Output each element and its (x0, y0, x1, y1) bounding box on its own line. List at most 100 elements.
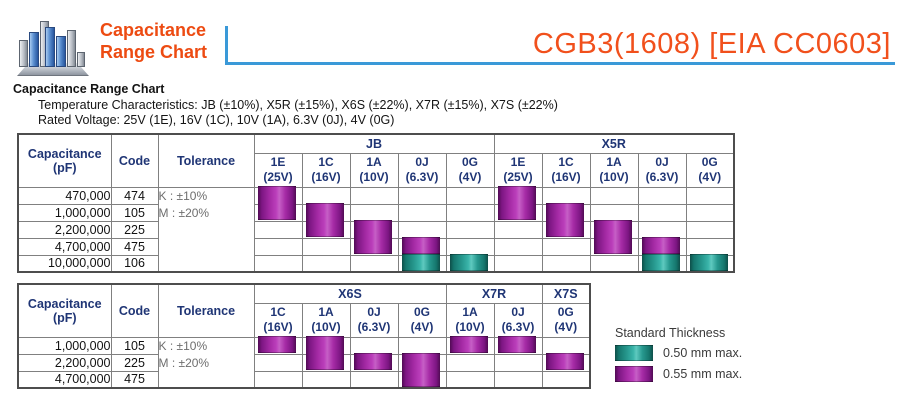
capacitance-value: 1,000,000 (17, 203, 112, 222)
silver-logo-bar (67, 30, 76, 67)
temp-char-group-x7s: X7S (541, 283, 591, 304)
bar-cell (301, 370, 351, 389)
bar-cell (541, 186, 591, 205)
tolerance-line: K : ±10% (158, 338, 208, 353)
capacitance-value: 10,000,000 (17, 254, 112, 273)
bar-cell (637, 186, 687, 205)
bar-cell (301, 186, 351, 205)
tolerance-values: K : ±10% M : ±20% (157, 336, 255, 389)
tolerance-header: Tolerance (157, 283, 255, 338)
capacitance-value: 4,700,000 (17, 370, 112, 389)
bar-cell (253, 336, 303, 355)
bar-cell (685, 186, 735, 205)
capacitance-range-table: Capacitance (pF) Code Tolerance X6S X7R X7S 1C(… (17, 283, 591, 389)
bar-cell (493, 220, 543, 239)
voltage-header-1c: 1C (16V) (253, 302, 303, 338)
bar-cell (493, 336, 543, 355)
voltage-header-1a: 1A (10V) (349, 152, 399, 188)
bar-cell (253, 186, 303, 205)
bar-cell (493, 254, 543, 273)
voltage-header-1a: 1A (10V) (301, 302, 351, 338)
tolerance-header: Tolerance (157, 133, 255, 188)
bar-cell (253, 220, 303, 239)
bar-cell (349, 237, 399, 256)
tolerance-values: K : ±10% M : ±20% (157, 186, 255, 273)
bar-cell (349, 203, 399, 222)
logo-title: Capacitance Range Chart (100, 19, 207, 63)
bar-cell (301, 203, 351, 222)
bar-cell (541, 353, 591, 372)
code-value: 105 (110, 336, 159, 355)
bar-cell (397, 254, 447, 273)
bar-cell (445, 237, 495, 256)
bar-chart-logo-icon (16, 8, 94, 76)
table-row: 1,000,000 105 (17, 203, 735, 222)
tolerance-line: K : ±10% (158, 188, 208, 203)
code-value: 474 (110, 186, 159, 205)
legend-title: Standard Thickness (615, 326, 726, 340)
table-row: 4,700,000 475 (17, 237, 735, 256)
bar-cell (397, 203, 447, 222)
blue-logo-bar (56, 36, 66, 67)
voltage-header-1e: 1E (25V) (493, 152, 543, 188)
range-table-1: Capacitance (pF) Code Tolerance JB X5R 1E (25V)… (17, 133, 735, 273)
bar-cell (541, 370, 591, 389)
bar-cell (637, 254, 687, 273)
silver-logo-bar (19, 40, 28, 67)
logo-title-line2: Range Chart (100, 42, 208, 62)
bar-cell (541, 254, 591, 273)
capacitance-value: 2,200,000 (17, 220, 112, 239)
bar-cell (349, 220, 399, 239)
table-row: 4,700,000 475 (17, 370, 591, 389)
logo-title-line1: Capacitance (100, 20, 207, 40)
standard-thickness-legend: Standard Thickness 0.50 mm max. 0.55 mm … (615, 326, 742, 382)
tolerance-line: M : ±20% (158, 205, 210, 220)
bar-cell (397, 370, 447, 389)
bar-cell (445, 370, 495, 389)
bar-cell (685, 237, 735, 256)
bar-cell (253, 203, 303, 222)
bar-cell (541, 220, 591, 239)
bar-cell (301, 220, 351, 239)
capacitance-range-table: Capacitance (pF) Code Tolerance JB X5R 1E (25V)… (17, 133, 735, 273)
capacitance-header: Capacitance (pF) (17, 283, 112, 338)
voltage-header-1a: 1A (10V) (445, 302, 495, 338)
voltage-header-0j: 0J (6.3V) (637, 152, 687, 188)
temperature-characteristics-line: Temperature Characteristics: JB (±10%), … (38, 97, 558, 112)
legend-item-050: 0.50 mm max. (615, 345, 742, 361)
voltage-header-0j: 0J (6.3V) (397, 152, 447, 188)
bar-cell (445, 203, 495, 222)
voltage-header-1e: 1E (25V) (253, 152, 303, 188)
bar-cell (397, 353, 447, 372)
bar-cell (301, 254, 351, 273)
bar-cell (541, 203, 591, 222)
bar-cell (541, 336, 591, 355)
capacitance-value: 470,000 (17, 186, 112, 205)
temp-char-group-jb: JB (253, 133, 495, 154)
intro-block: Capacitance Range Chart Temperature Char… (13, 82, 558, 129)
purple-thickness-swatch (615, 366, 653, 382)
bar-cell (493, 370, 543, 389)
legend-label-050: 0.50 mm max. (663, 346, 743, 360)
bar-cell (589, 220, 639, 239)
voltage-header-0j: 0J (6.3V) (493, 302, 543, 338)
bar-cell (493, 186, 543, 205)
bar-cell (301, 353, 351, 372)
bar-cell (349, 254, 399, 273)
bar-cell (397, 336, 447, 355)
bar-cell (637, 203, 687, 222)
voltage-header-0g: 0G (4V) (541, 302, 591, 338)
temp-char-group-x6s: X6S (253, 283, 447, 304)
bar-cell (541, 237, 591, 256)
bar-cell (349, 186, 399, 205)
bar-cell (493, 353, 543, 372)
bar-cell (445, 220, 495, 239)
legend-item-055: 0.55 mm max. (615, 366, 742, 382)
bar-cell (301, 336, 351, 355)
bar-cell (589, 254, 639, 273)
bar-cell (253, 370, 303, 389)
voltage-header-0j: 0J (6.3V) (349, 302, 399, 338)
bar-cell (253, 254, 303, 273)
bar-cell (445, 186, 495, 205)
